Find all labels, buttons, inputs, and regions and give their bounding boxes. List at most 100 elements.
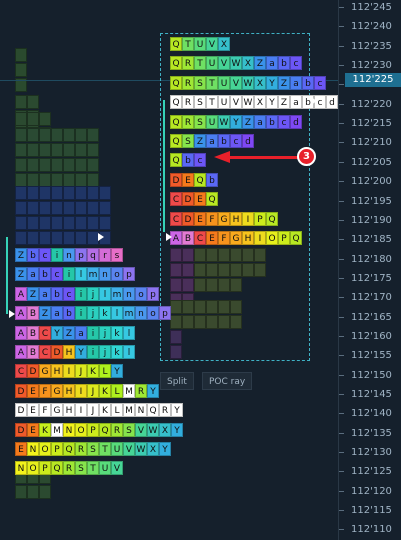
tpo-cell: m — [111, 286, 123, 301]
tpo-cell: j — [99, 345, 111, 359]
tpo-cell: k — [99, 306, 111, 321]
tpo-cell: I — [75, 383, 87, 398]
faded-tpo-cell — [27, 158, 39, 172]
tpo-cell: E — [27, 403, 39, 418]
tpo-cell: a — [27, 267, 39, 282]
profile-selection-box[interactable] — [160, 33, 310, 361]
faded-tpo-cell — [51, 128, 63, 142]
price-tick-mark — [339, 432, 344, 434]
tpo-cell: p — [75, 248, 87, 262]
tpo-cell: Q — [206, 192, 218, 207]
tpo-cell: V — [135, 422, 147, 437]
tpo-cell: Y — [111, 364, 123, 379]
tpo-cell: c — [63, 286, 75, 301]
faded-tpo-cell — [75, 143, 87, 157]
tpo-cell: c — [39, 248, 51, 262]
tpo-cell: l — [111, 306, 123, 321]
tpo-cell: q — [87, 248, 99, 262]
faded-tpo-cell — [63, 186, 75, 200]
tpo-cell: E — [27, 383, 39, 398]
tpo-cell: D — [15, 422, 27, 437]
tpo-cell: B — [182, 231, 194, 245]
tpo-cell: U — [206, 56, 218, 71]
tpo-cell: C — [170, 192, 182, 207]
tpo-cell: l — [75, 267, 87, 282]
faded-tpo-cell — [87, 201, 99, 215]
faded-tpo-cell — [194, 300, 206, 314]
price-tick-label: 112'145 — [351, 389, 392, 400]
faded-tpo-cell — [182, 315, 194, 329]
tpo-cell: T — [182, 37, 194, 51]
tpo-cell: Q — [170, 95, 182, 110]
tpo-cell: b — [266, 114, 278, 129]
tpo-cell: V — [111, 461, 123, 476]
tpo-cell: Z — [15, 248, 27, 262]
price-tick-label: 112'170 — [351, 292, 392, 304]
tpo-cell: R — [182, 95, 194, 110]
tpo-cell: E — [27, 422, 39, 437]
tpo-cell: l — [123, 325, 135, 340]
tpo-cell: a — [290, 95, 302, 110]
tpo-cell: U — [218, 95, 230, 110]
tpo-cell: c — [290, 56, 302, 71]
faded-tpo-cell — [27, 95, 39, 109]
price-tick-label: 112'185 — [351, 234, 392, 246]
tpo-cell: n — [99, 267, 111, 282]
poc-ray-button[interactable]: POC ray — [202, 372, 253, 390]
faded-tpo-cell — [170, 248, 182, 262]
faded-tpo-cell — [39, 231, 51, 245]
tpo-cell: d — [326, 95, 338, 110]
vah-marker-right — [311, 97, 317, 105]
price-tick-label: 112'210 — [351, 137, 392, 149]
faded-tpo-cell — [51, 216, 63, 230]
tpo-cell: Y — [51, 325, 63, 340]
tpo-cell: S — [87, 442, 99, 456]
tpo-cell: p — [147, 286, 159, 301]
price-tick-mark — [339, 142, 344, 144]
callout-badge: 3 — [297, 147, 316, 166]
tpo-cell: Y — [147, 383, 159, 398]
tpo-cell: Q — [51, 461, 63, 476]
tpo-cell: b — [63, 306, 75, 321]
tpo-cell: G — [39, 364, 51, 379]
price-tick-mark — [339, 490, 344, 492]
tpo-cell: T — [194, 56, 206, 71]
tpo-cell: i — [75, 286, 87, 301]
price-tick-mark — [339, 413, 344, 415]
price-tick-label: 112'120 — [351, 485, 392, 497]
tpo-cell: W — [218, 114, 230, 129]
tpo-cell: D — [182, 192, 194, 207]
tpo-cell: E — [194, 192, 206, 207]
price-tick-label: 112'165 — [351, 311, 392, 323]
tpo-cell: a — [75, 325, 87, 340]
tpo-cell: D — [27, 364, 39, 379]
price-tick-mark — [339, 394, 344, 395]
tpo-cell: I — [242, 211, 254, 226]
tpo-cell: K — [39, 422, 51, 437]
tpo-cell: U — [218, 75, 230, 90]
tpo-cell: J — [75, 364, 87, 379]
faded-tpo-cell — [206, 278, 218, 292]
split-button[interactable]: Split — [160, 372, 194, 390]
tpo-cell: R — [111, 422, 123, 437]
tpo-cell: d — [290, 114, 302, 129]
faded-tpo-cell — [99, 186, 111, 200]
tpo-cell: N — [15, 461, 27, 476]
faded-tpo-cell — [75, 173, 87, 187]
tpo-cell: K — [99, 383, 111, 398]
faded-tpo-cell — [63, 158, 75, 172]
faded-tpo-cell — [51, 173, 63, 187]
tpo-cell: a — [39, 286, 51, 301]
faded-tpo-cell — [182, 300, 194, 314]
faded-tpo-cell — [218, 315, 230, 329]
tpo-cell: Y — [266, 95, 278, 110]
tpo-cell: Q — [170, 37, 182, 51]
tpo-cell: c — [278, 114, 290, 129]
faded-tpo-cell — [27, 485, 39, 499]
faded-tpo-cell — [27, 143, 39, 157]
tpo-cell: O — [27, 461, 39, 476]
price-tick-label: 112'245 — [351, 2, 392, 13]
price-tick-label: 112'205 — [351, 156, 392, 168]
